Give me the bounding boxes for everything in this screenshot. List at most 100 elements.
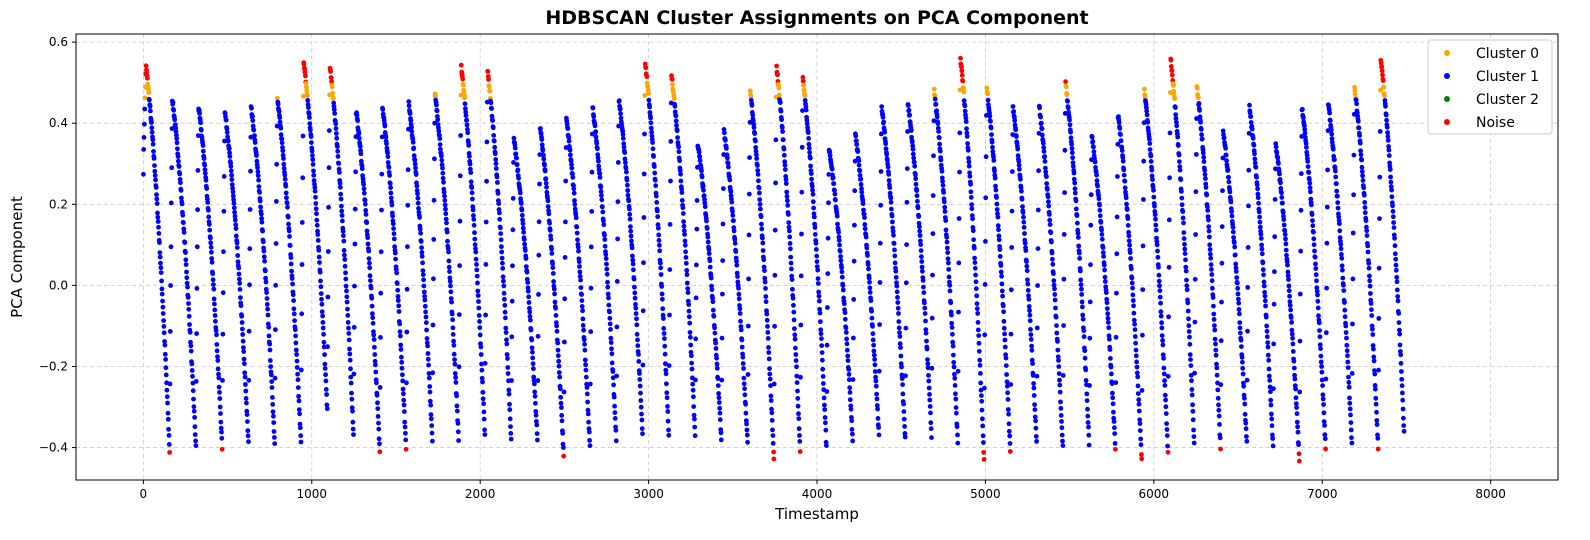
data-point [379, 207, 384, 213]
data-point [252, 140, 258, 145]
data-point [473, 249, 479, 255]
data-point [847, 385, 853, 391]
data-point [1301, 115, 1306, 121]
data-point [944, 245, 950, 251]
data-point [582, 341, 587, 347]
data-point [1115, 141, 1121, 147]
data-point [480, 396, 486, 402]
data-point [883, 141, 889, 147]
data-point [628, 224, 633, 230]
data-point [1071, 176, 1077, 182]
data-point [830, 175, 836, 181]
data-point [1141, 197, 1146, 202]
data-point [725, 160, 731, 166]
data-point [863, 234, 869, 240]
data-point [477, 325, 483, 331]
data-point [754, 156, 760, 161]
data-point [325, 344, 330, 350]
data-point [221, 249, 226, 255]
data-point [347, 346, 352, 352]
data-point [1169, 72, 1175, 78]
legend-marker [1444, 50, 1450, 56]
data-point [1129, 275, 1135, 281]
data-point [666, 432, 672, 438]
data-point [771, 449, 776, 455]
data-point [589, 209, 595, 214]
data-point [755, 163, 760, 168]
data-point [615, 160, 621, 165]
data-point [1163, 397, 1168, 403]
data-point [329, 84, 335, 90]
data-point [1399, 383, 1405, 389]
data-point [996, 227, 1001, 233]
data-point [548, 236, 554, 242]
data-point [504, 341, 510, 347]
data-point [839, 265, 844, 271]
data-point [1151, 187, 1156, 193]
data-point [1320, 396, 1326, 402]
data-point [422, 293, 427, 299]
data-point [1386, 144, 1391, 149]
data-point [1152, 212, 1158, 218]
data-point [1063, 79, 1068, 85]
y-tick-label: 0.6 [49, 35, 68, 49]
data-point [491, 133, 497, 138]
data-point [232, 213, 238, 219]
data-point [1211, 303, 1216, 309]
data-point [451, 351, 457, 357]
data-point [239, 313, 245, 319]
data-point [320, 313, 325, 319]
data-point [175, 146, 180, 152]
data-point [729, 199, 735, 205]
data-point [625, 182, 630, 188]
data-point [1269, 416, 1275, 422]
data-point [385, 150, 390, 156]
data-point [816, 293, 822, 299]
data-point [348, 366, 353, 372]
data-point [1193, 152, 1199, 157]
data-point [984, 85, 990, 91]
data-point [427, 389, 433, 395]
data-point [578, 285, 584, 290]
data-point [508, 436, 514, 442]
chart-title: HDBSCAN Cluster Assignments on PCA Compo… [545, 7, 1088, 29]
data-point [345, 313, 351, 318]
data-point [785, 203, 791, 208]
data-point [956, 216, 962, 221]
data-point [301, 93, 306, 99]
data-point [319, 309, 325, 315]
data-point [1136, 408, 1142, 414]
data-point [887, 185, 893, 191]
data-point [750, 112, 756, 118]
data-point [1251, 142, 1257, 148]
data-point [1297, 389, 1303, 395]
data-point [1258, 231, 1264, 237]
data-point [1137, 421, 1143, 426]
data-point [1392, 243, 1398, 249]
data-point [441, 189, 447, 195]
data-point [692, 433, 698, 439]
data-point [389, 202, 395, 208]
data-point [1299, 134, 1305, 139]
data-point [1309, 212, 1315, 217]
data-point [780, 129, 785, 134]
data-point [272, 441, 278, 446]
data-point [629, 245, 635, 251]
data-point [1132, 321, 1137, 327]
data-point [1000, 293, 1005, 299]
data-point [980, 416, 985, 422]
data-point [825, 305, 830, 310]
data-point [990, 149, 996, 154]
data-point [627, 212, 633, 217]
data-point [1186, 323, 1192, 329]
data-point [514, 162, 520, 167]
data-point [178, 188, 184, 193]
data-point [338, 191, 344, 197]
data-point [1334, 181, 1339, 187]
data-point [1091, 144, 1096, 150]
data-point [493, 157, 499, 162]
data-point [1055, 354, 1061, 360]
data-point [868, 298, 874, 304]
data-point [1325, 167, 1330, 173]
data-point [323, 378, 329, 384]
